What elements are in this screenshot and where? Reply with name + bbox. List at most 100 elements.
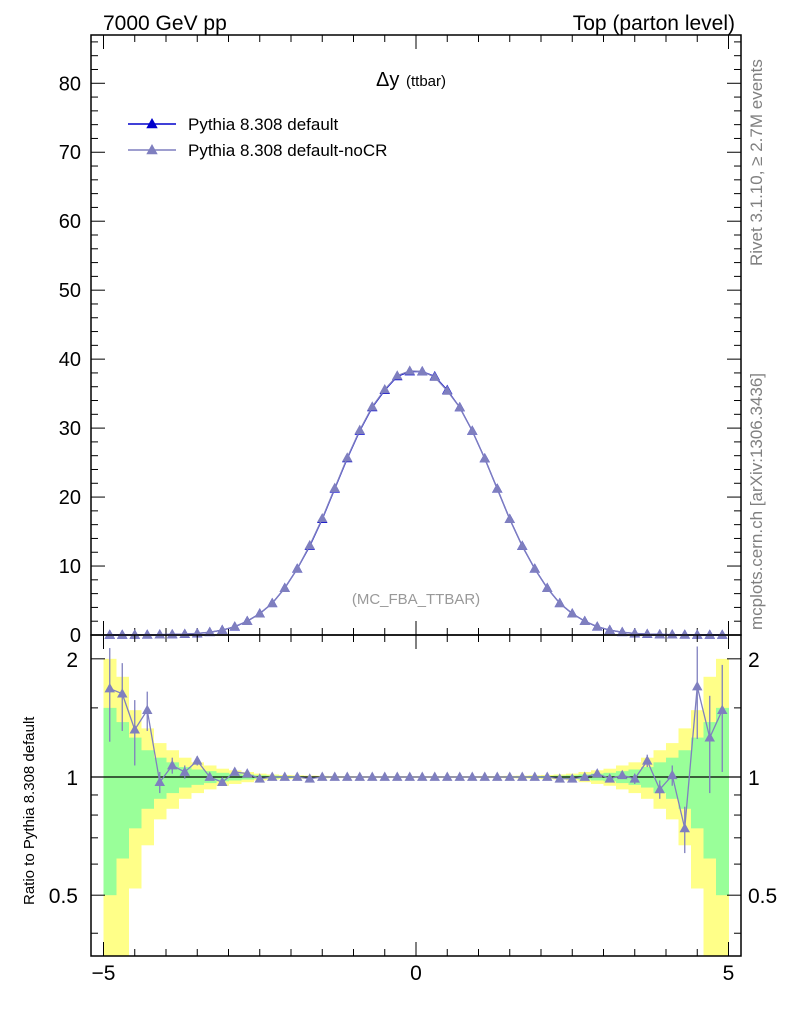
data-point xyxy=(692,629,703,639)
data-point xyxy=(317,512,328,523)
header-right: Top (parton level) xyxy=(573,12,735,35)
data-point xyxy=(379,771,390,781)
chart-title-suffix: (ttbar) xyxy=(406,73,446,90)
y-tick-label: 20 xyxy=(59,487,81,509)
data-point xyxy=(404,771,415,781)
band-green xyxy=(116,722,129,859)
data-point xyxy=(517,771,528,781)
chart-title: Δy xyxy=(376,69,399,91)
y-tick-label: 0 xyxy=(70,625,81,647)
data-point xyxy=(429,371,440,381)
legend-marker xyxy=(146,144,158,155)
data-point xyxy=(567,608,578,618)
data-point xyxy=(679,822,690,833)
data-point xyxy=(154,776,165,787)
data-point xyxy=(204,626,215,637)
y-tick-label: 60 xyxy=(59,211,81,233)
data-point xyxy=(117,688,128,698)
data-point xyxy=(467,771,478,781)
data-point xyxy=(417,771,428,781)
data-point xyxy=(167,628,178,639)
ratio-y-tick-label: 1 xyxy=(66,767,78,790)
data-point xyxy=(342,771,353,781)
data-point xyxy=(254,773,265,783)
y-tick-label: 80 xyxy=(59,73,81,95)
data-point xyxy=(279,582,290,592)
data-point xyxy=(129,724,140,734)
x-tick-label: 5 xyxy=(723,962,735,985)
data-point xyxy=(154,629,165,639)
rivet-label: Rivet 3.1.10, ≥ 2.7M events xyxy=(747,59,766,266)
data-point xyxy=(717,629,728,639)
data-point xyxy=(392,370,403,380)
data-point xyxy=(679,629,690,639)
data-point xyxy=(342,452,353,462)
band-green xyxy=(128,737,142,829)
data-point xyxy=(554,597,565,608)
mcplots-label: mcplots.cern.ch [arXiv:1306.3436] xyxy=(747,373,766,630)
ratio-y-tick-label: 0.5 xyxy=(49,885,78,908)
data-point xyxy=(717,704,728,715)
data-point xyxy=(604,773,615,783)
data-point xyxy=(304,773,315,783)
data-point xyxy=(504,513,515,523)
ratio-y-tick-label-right: 0.5 xyxy=(748,885,777,908)
data-point xyxy=(142,629,153,639)
data-point xyxy=(242,768,253,778)
data-point xyxy=(292,771,303,781)
data-point xyxy=(592,768,603,778)
data-point xyxy=(317,771,328,781)
y-tick-label: 30 xyxy=(59,418,81,440)
band-green xyxy=(691,737,704,829)
data-point xyxy=(129,629,140,639)
data-point xyxy=(392,771,403,781)
data-point xyxy=(517,540,528,550)
data-point xyxy=(192,755,203,765)
data-point xyxy=(542,582,553,592)
data-point xyxy=(267,771,278,781)
data-point xyxy=(329,771,340,781)
ratio-series-default-noCR xyxy=(104,646,728,854)
analysis-label: (MC_FBA_TTBAR) xyxy=(352,591,480,608)
data-point xyxy=(454,401,465,412)
data-point xyxy=(529,563,540,573)
ratio-panel: 0.5 0.5 1 1 2 2 −5 0 5 Ratio to Pythia 8.308 defa… xyxy=(21,634,777,985)
data-point xyxy=(279,771,290,781)
data-point xyxy=(579,615,590,626)
data-point xyxy=(629,773,640,783)
data-point xyxy=(167,759,178,770)
data-point xyxy=(417,366,428,376)
y-tick-label: 10 xyxy=(59,556,81,578)
data-point xyxy=(354,771,365,781)
data-point xyxy=(104,683,115,693)
data-point xyxy=(579,771,590,781)
data-point xyxy=(467,425,478,435)
data-point xyxy=(554,773,565,783)
data-point xyxy=(142,704,153,715)
y-tick-label: 40 xyxy=(59,349,81,371)
data-point xyxy=(592,621,603,631)
data-point xyxy=(704,732,715,742)
data-point xyxy=(404,365,415,375)
data-point xyxy=(492,771,503,781)
data-point xyxy=(217,624,228,634)
data-point xyxy=(329,482,340,492)
x-tick-label: 0 xyxy=(410,962,422,985)
data-point xyxy=(442,771,453,781)
data-point xyxy=(667,769,678,780)
data-point xyxy=(304,539,315,550)
main-panel: 0 10 20 30 40 50 60 70 80 Δy (ttbar) (MC_FBA_TTBAR)… xyxy=(59,34,742,647)
data-point xyxy=(617,626,628,637)
data-point xyxy=(379,383,390,394)
data-point xyxy=(229,621,240,631)
data-point xyxy=(667,629,678,639)
data-point xyxy=(529,771,540,781)
legend-label: Pythia 8.308 default-noCR xyxy=(188,141,387,160)
data-point xyxy=(254,608,265,618)
data-point xyxy=(217,776,228,787)
data-point xyxy=(604,624,615,634)
legend-label: Pythia 8.308 default xyxy=(188,115,339,134)
y-tick-label: 70 xyxy=(59,142,81,164)
data-point xyxy=(354,424,365,435)
